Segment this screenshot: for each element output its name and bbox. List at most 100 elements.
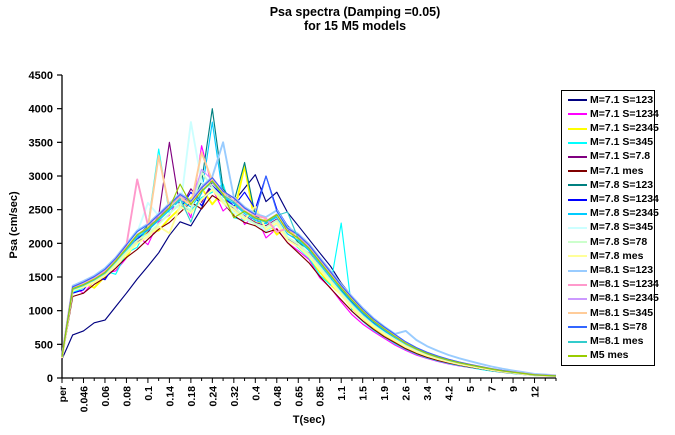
y-tick-label: 2500 <box>29 205 53 217</box>
y-tick-label: 2000 <box>29 238 53 250</box>
legend-label: M=7.8 S=78 <box>590 235 648 248</box>
y-tick-label: 1500 <box>29 272 53 284</box>
legend-item: M=7.1 S=2345 <box>562 122 659 135</box>
legend-series-line-icon <box>568 297 587 300</box>
series-line <box>61 175 557 377</box>
legend-series-line-icon <box>568 198 587 201</box>
legend-item: M=7.8 S=1234 <box>562 193 659 206</box>
legend-series-line-icon <box>568 170 587 173</box>
legend-label: M5 mes <box>590 349 629 362</box>
series-line <box>61 188 557 377</box>
legend-series-line-icon <box>568 340 587 343</box>
legend-series-line-icon <box>568 99 587 102</box>
y-tick-label: 1000 <box>29 306 53 318</box>
series-line <box>61 180 557 377</box>
legend-series-line-icon <box>568 184 587 187</box>
legend-series-line-icon <box>568 226 587 229</box>
x-tick-label: 0.65 <box>293 386 305 407</box>
legend-item: M5 mes <box>562 349 654 362</box>
legend-series-line-icon <box>568 312 587 315</box>
x-tick-label: 0.85 <box>315 386 327 407</box>
x-tick-label: 2.6 <box>401 386 413 401</box>
legend-series-line-icon <box>568 113 587 116</box>
legend-box: M=7.1 S=123 M=7.1 S=1234 M=7.1 S=2345 M=… <box>561 90 659 366</box>
legend-label: M=7.1 S=1234 <box>590 107 659 120</box>
legend-label: M=8.1 S=123 <box>590 264 654 277</box>
y-tick-label: 0 <box>47 373 53 385</box>
y-tick-label: 3500 <box>29 137 53 149</box>
legend-series-line-icon <box>568 255 587 258</box>
y-tick-label: 3000 <box>29 171 53 183</box>
x-tick-label: 0.18 <box>186 386 198 407</box>
x-tick-label: 5 <box>465 386 477 392</box>
x-tick-label: 0.046 <box>78 386 90 412</box>
legend-item: M=7.8 S=123 <box>562 179 654 192</box>
legend-label: M=7.1 mes <box>590 164 644 177</box>
legend-item: M=7.8 S=345 <box>562 221 654 234</box>
legend-label: M=8.1 S=2345 <box>590 292 659 305</box>
x-tick-label: 0.06 <box>100 386 112 407</box>
legend-label: M=7.8 S=2345 <box>590 207 659 220</box>
series-line <box>61 181 557 377</box>
legend-label: M=7.1 S=2345 <box>590 122 659 134</box>
legend-item: M=7.1 S=1234 <box>562 108 659 121</box>
legend-label: M=8.1 mes <box>590 335 644 348</box>
legend-label: M=8.1 S=1234 <box>590 278 659 291</box>
legend-series-line-icon <box>568 127 587 130</box>
legend-label: M=7.1 S=123 <box>590 93 654 106</box>
legend-item: M=7.1 S=7.8 <box>562 150 654 163</box>
series-line <box>61 168 557 377</box>
legend-item: M=8.1 S=123 <box>562 264 654 277</box>
x-tick-label: 0.14 <box>164 386 176 407</box>
legend-series-line-icon <box>568 354 587 357</box>
x-tick-label: 3.4 <box>422 386 434 401</box>
legend-item: M=8.1 S=345 <box>562 307 654 320</box>
y-tick-label: 500 <box>35 339 53 351</box>
legend-label: M=8.1 S=78 <box>590 320 648 333</box>
x-tick-label: 0.4 <box>250 386 262 401</box>
x-tick-label: 4.2 <box>444 386 456 401</box>
x-axis-title: T(sec) <box>292 414 326 426</box>
legend-label: M=7.8 S=123 <box>590 178 654 191</box>
legend-label: M=7.8 S=345 <box>590 221 654 234</box>
y-tick-label: 4500 <box>29 70 53 82</box>
series-line <box>61 194 557 377</box>
chart-title-line2: for 15 M5 models <box>303 19 407 33</box>
x-tick-label: 0.1 <box>143 386 155 401</box>
x-tick-label: 0.08 <box>121 386 133 407</box>
legend-series-line-icon <box>568 241 587 244</box>
x-tick-label: per <box>57 386 69 402</box>
chart-title: Psa spectra (Damping =0.05) for 15 M5 mo… <box>35 5 675 33</box>
legend-item: M=8.1 S=2345 <box>562 292 659 305</box>
series-line <box>61 171 557 377</box>
x-tick-label: 12 <box>530 386 542 398</box>
legend-item: M=7.8 mes <box>562 250 654 263</box>
legend-item: M=7.1 S=345 <box>562 136 654 149</box>
legend-series-line-icon <box>568 269 587 272</box>
x-tick-label: 0.48 <box>272 386 284 407</box>
legend-item: M=8.1 S=78 <box>562 321 654 334</box>
legend-label: M=7.8 mes <box>590 249 644 262</box>
legend-item: M=7.1 S=123 <box>562 94 654 107</box>
legend-item: M=8.1 mes <box>562 335 654 348</box>
x-tick-label: 9 <box>508 386 520 392</box>
y-tick-label: 4000 <box>29 104 53 116</box>
legend-item: M=7.8 S=2345 <box>562 207 659 220</box>
y-axis-title: Psa (cm/sec) <box>8 191 20 259</box>
x-tick-label: 1.9 <box>379 386 391 401</box>
legend-item: M=8.1 S=1234 <box>562 278 659 291</box>
legend-item: M=7.8 S=78 <box>562 236 654 249</box>
legend-series-line-icon <box>568 283 587 286</box>
series-line <box>61 175 557 377</box>
legend-label: M=7.1 S=345 <box>590 136 654 149</box>
x-tick-label: 1.5 <box>358 386 370 401</box>
legend-series-line-icon <box>568 326 587 329</box>
legend-series-line-icon <box>568 212 587 215</box>
series-line <box>61 141 557 377</box>
x-tick-label: 0.32 <box>229 386 241 407</box>
series-line <box>61 164 557 378</box>
x-tick-label: 1.1 <box>336 386 348 401</box>
legend-series-line-icon <box>568 141 587 144</box>
